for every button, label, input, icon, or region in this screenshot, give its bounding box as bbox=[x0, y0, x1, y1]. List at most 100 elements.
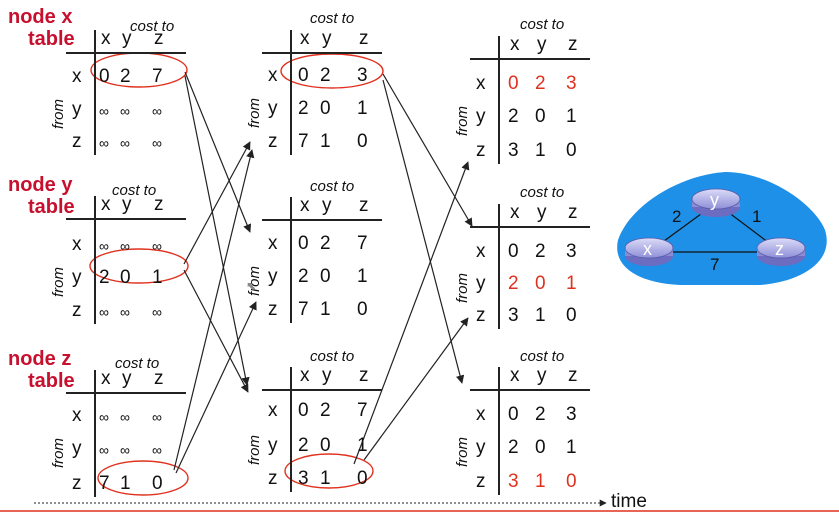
t2y-cell-xz: 3 bbox=[566, 241, 577, 262]
node-x-subtitle: table bbox=[28, 28, 75, 50]
t2x-cell-yy: 0 bbox=[535, 106, 546, 127]
t0y-col-header-y: y bbox=[122, 194, 132, 215]
t2x-row-rule bbox=[498, 36, 500, 164]
t2y-row-label-x: x bbox=[476, 241, 486, 262]
t1y-row-label-z: z bbox=[268, 299, 278, 320]
t0z-row-label-z: z bbox=[72, 473, 82, 494]
t1y-cell-xy: 2 bbox=[320, 233, 331, 254]
t1z-cell-zy: 1 bbox=[320, 468, 331, 489]
t1y-col-header-y: y bbox=[322, 195, 332, 216]
router-z-label: z bbox=[775, 239, 784, 259]
t2z-cell-yx: 2 bbox=[508, 437, 519, 458]
arrow-t0x-to-t1z bbox=[184, 75, 250, 386]
t1z-row-label-z: z bbox=[268, 468, 278, 489]
t1x-col-header-y: y bbox=[322, 28, 332, 49]
t2z-from-label: from bbox=[454, 437, 471, 467]
t2x-cell-yx: 2 bbox=[508, 106, 519, 127]
t1y-cell-zz: 0 bbox=[357, 299, 368, 320]
t0y-row-label-y: y bbox=[72, 267, 82, 288]
t0y-cell-xx: ∞ bbox=[99, 238, 110, 254]
node-z-title: node z bbox=[8, 348, 72, 370]
t2y-cell-yx: 2 bbox=[508, 273, 519, 294]
t2x-cell-xx: 0 bbox=[508, 73, 519, 94]
t1x-cell-xy: 2 bbox=[320, 65, 331, 86]
arrow-t0z-to-t1x bbox=[173, 149, 255, 471]
t2y-cell-yz: 1 bbox=[566, 273, 577, 294]
t1x-col-header-x: x bbox=[300, 28, 310, 49]
t1x-cell-zx: 7 bbox=[298, 131, 309, 152]
node-y-title: node y bbox=[8, 174, 73, 196]
t1z-col-header-x: x bbox=[300, 365, 310, 386]
t2x-cell-zz: 0 bbox=[566, 140, 577, 161]
t0y-cell-yx: 2 bbox=[99, 267, 110, 288]
router-x-label: x bbox=[643, 239, 652, 259]
t0y-cell-zz: ∞ bbox=[152, 304, 163, 320]
t1z-cell-xy: 2 bbox=[320, 400, 331, 421]
t1y-row-label-y: y bbox=[268, 266, 278, 287]
t0x-cell-xz: 7 bbox=[152, 66, 163, 87]
t1x-cell-zy: 1 bbox=[320, 131, 331, 152]
t1y-cell-xx: 0 bbox=[298, 233, 309, 254]
t0y-col-header-x: x bbox=[101, 194, 111, 215]
t2x-row-label-z: z bbox=[476, 140, 486, 161]
t0x-col-header-x: x bbox=[101, 28, 111, 49]
t2z-row-label-z: z bbox=[476, 471, 486, 492]
t1y-col-header-x: x bbox=[300, 195, 310, 216]
t1z-cell-zx: 3 bbox=[298, 468, 309, 489]
t2x-col-header-x: x bbox=[510, 34, 520, 55]
t2x-cost-to-label: cost to bbox=[520, 16, 565, 33]
t2y-cell-xx: 0 bbox=[508, 241, 519, 262]
t1x-cost-to-label: cost to bbox=[310, 10, 355, 27]
t1z-row-rule bbox=[290, 367, 292, 492]
t0y-row-label-x: x bbox=[72, 234, 82, 255]
t1x-header-rule bbox=[262, 52, 382, 54]
router-y-top bbox=[691, 188, 741, 210]
edge-cost-y-z: 1 bbox=[752, 207, 761, 226]
t0z-cell-xx: ∞ bbox=[99, 409, 110, 425]
t0x-row-label-z: z bbox=[72, 131, 82, 152]
t1z-col-header-y: y bbox=[322, 365, 332, 386]
ellipse-t1x-row-x bbox=[280, 53, 384, 89]
t0y-cell-xz: ∞ bbox=[152, 238, 163, 254]
t1y-cost-to-label: cost to bbox=[310, 178, 355, 195]
t2y-col-header-y: y bbox=[537, 202, 547, 223]
t2z-row-rule bbox=[498, 367, 500, 495]
t1z-cell-yx: 2 bbox=[298, 435, 309, 456]
t0z-col-header-x: x bbox=[101, 368, 111, 389]
t0y-cell-xy: ∞ bbox=[120, 238, 131, 254]
arrow-t1x-to-t2z bbox=[382, 79, 465, 384]
t0z-row-rule bbox=[94, 370, 96, 497]
t2z-cell-zy: 1 bbox=[535, 471, 546, 492]
t1y-cell-zx: 7 bbox=[298, 299, 309, 320]
t1x-cell-xz: 3 bbox=[357, 65, 368, 86]
t0x-cell-zx: ∞ bbox=[99, 135, 110, 151]
t2x-from-label: from bbox=[454, 106, 471, 136]
t2z-cell-xy: 2 bbox=[535, 404, 546, 425]
t0y-cell-zy: ∞ bbox=[120, 304, 131, 320]
t0x-col-header-y: y bbox=[122, 28, 132, 49]
router-z-top bbox=[756, 237, 806, 259]
t0z-cost-to-label: cost to bbox=[115, 355, 160, 372]
node-z-subtitle: table bbox=[28, 370, 75, 392]
t2z-col-header-z: z bbox=[568, 365, 578, 386]
t1y-cell-zy: 1 bbox=[320, 299, 331, 320]
t1y-col-header-z: z bbox=[359, 195, 369, 216]
t0z-cell-zy: 1 bbox=[120, 473, 131, 494]
t2x-cell-yz: 1 bbox=[566, 106, 577, 127]
arrow-t0x-to-t1y bbox=[184, 71, 252, 233]
t0x-row-rule bbox=[94, 30, 96, 155]
t0y-row-rule bbox=[94, 196, 96, 324]
t0z-header-rule bbox=[66, 392, 186, 394]
t0x-cell-xx: 0 bbox=[99, 66, 110, 87]
t2x-cell-xy: 2 bbox=[535, 73, 546, 94]
t0z-cell-xz: ∞ bbox=[152, 409, 163, 425]
t0y-cell-yy: 0 bbox=[120, 267, 131, 288]
t2z-cost-to-label: cost to bbox=[520, 348, 565, 365]
t1x-from-label: from bbox=[246, 98, 263, 128]
t2x-cell-zy: 1 bbox=[535, 140, 546, 161]
t0x-cell-zy: ∞ bbox=[120, 135, 131, 151]
t2y-row-label-z: z bbox=[476, 305, 486, 326]
t2y-cell-zx: 3 bbox=[508, 305, 519, 326]
mouse-cursor-icon: ⬉ bbox=[246, 279, 257, 293]
